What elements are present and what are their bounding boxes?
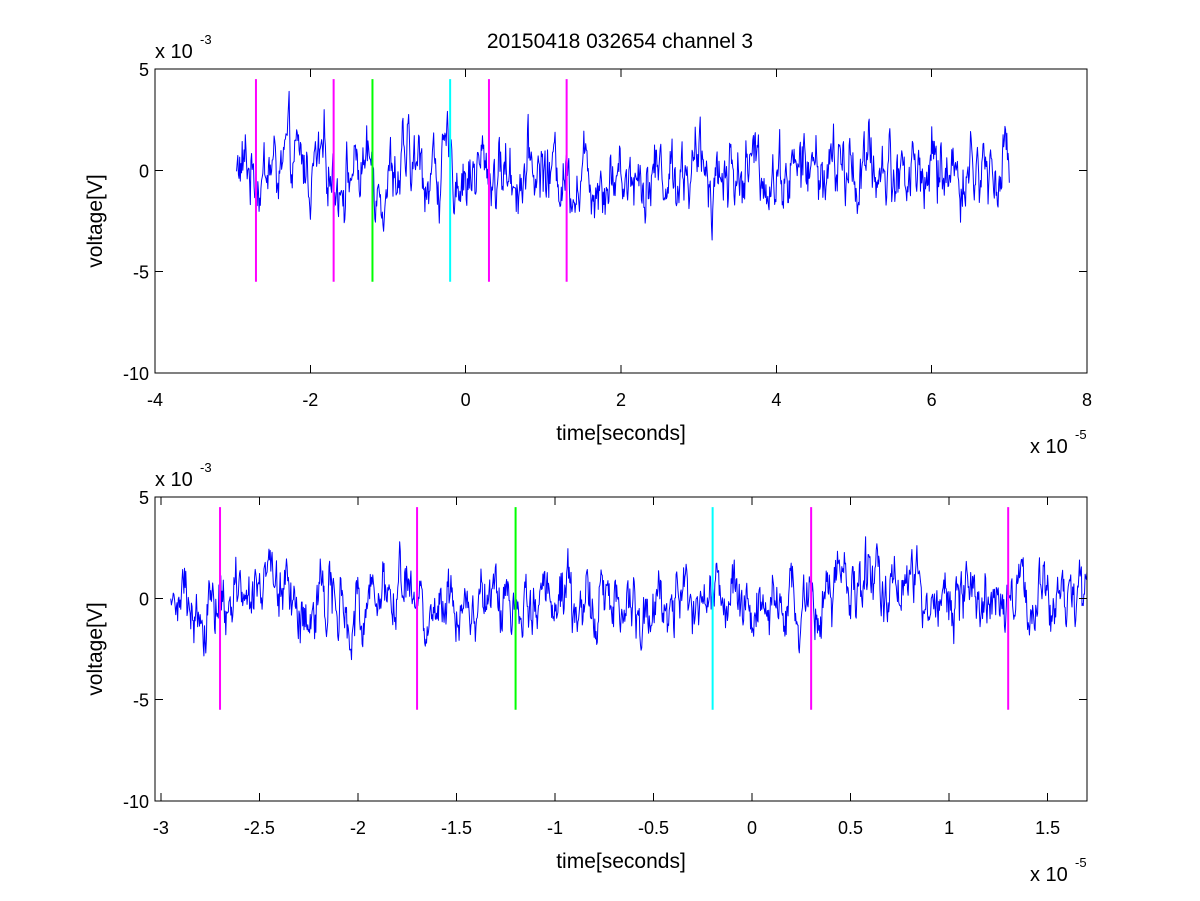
y-axis-label: voltage[V] bbox=[84, 174, 107, 267]
x-exponent: -5 bbox=[1075, 427, 1087, 442]
x-tick-label: 1 bbox=[944, 818, 954, 838]
y-tick-label: 5 bbox=[139, 488, 149, 508]
x-tick-label: 0.5 bbox=[838, 818, 863, 838]
x-exponent: -5 bbox=[1075, 855, 1087, 870]
y-tick-label: -5 bbox=[133, 263, 149, 283]
y-axis-label: voltage[V] bbox=[84, 602, 107, 695]
y-tick-label: -10 bbox=[123, 364, 149, 384]
x-tick-label: 1.5 bbox=[1035, 818, 1060, 838]
x-tick-label: -4 bbox=[147, 390, 163, 410]
x-tick-label: -2 bbox=[302, 390, 318, 410]
y-tick-label: 0 bbox=[139, 161, 149, 181]
x-multiplier: x 10 bbox=[1030, 436, 1068, 458]
y-tick-label: 5 bbox=[139, 60, 149, 80]
x-tick-label: 0 bbox=[461, 390, 471, 410]
x-multiplier: x 10 bbox=[1030, 864, 1068, 886]
y-exponent: -3 bbox=[200, 32, 212, 47]
x-tick-label: 2 bbox=[616, 390, 626, 410]
axes-frame bbox=[154, 496, 1088, 802]
axes-frame bbox=[154, 68, 1088, 374]
y-tick-label: -5 bbox=[133, 691, 149, 711]
x-tick-label: -1.5 bbox=[441, 818, 472, 838]
y-multiplier: x 10 bbox=[155, 41, 193, 63]
x-tick-label: -1 bbox=[547, 818, 563, 838]
y-exponent: -3 bbox=[200, 460, 212, 475]
x-tick-label: 8 bbox=[1082, 390, 1092, 410]
x-tick-label: -2.5 bbox=[244, 818, 275, 838]
x-tick-label: -3 bbox=[153, 818, 169, 838]
plot-bottom: -3 -2.5 -2 -1.5 -1 -0.5 0 0.5 1 1.5 -10 -5 0 5 time[se… bbox=[84, 460, 1088, 886]
signal-trace bbox=[236, 90, 1010, 241]
y-multiplier: x 10 bbox=[155, 469, 193, 491]
x-tick-label: 6 bbox=[927, 390, 937, 410]
y-tick-label: 0 bbox=[139, 589, 149, 609]
x-tick-label: -2 bbox=[350, 818, 366, 838]
x-tick-label: 4 bbox=[771, 390, 781, 410]
x-tick-label: 0 bbox=[747, 818, 757, 838]
y-tick-label: -10 bbox=[123, 792, 149, 812]
x-axis-label: time[seconds] bbox=[556, 850, 686, 873]
plot-top: -4 -2 0 2 4 6 8 -10 -5 0 5 time[seconds] voltage[V] x… bbox=[84, 32, 1092, 458]
signal-trace bbox=[170, 536, 1088, 661]
figure-title: 20150418 032654 channel 3 bbox=[487, 30, 753, 53]
x-tick-label: -0.5 bbox=[638, 818, 669, 838]
x-axis-label: time[seconds] bbox=[556, 422, 686, 445]
